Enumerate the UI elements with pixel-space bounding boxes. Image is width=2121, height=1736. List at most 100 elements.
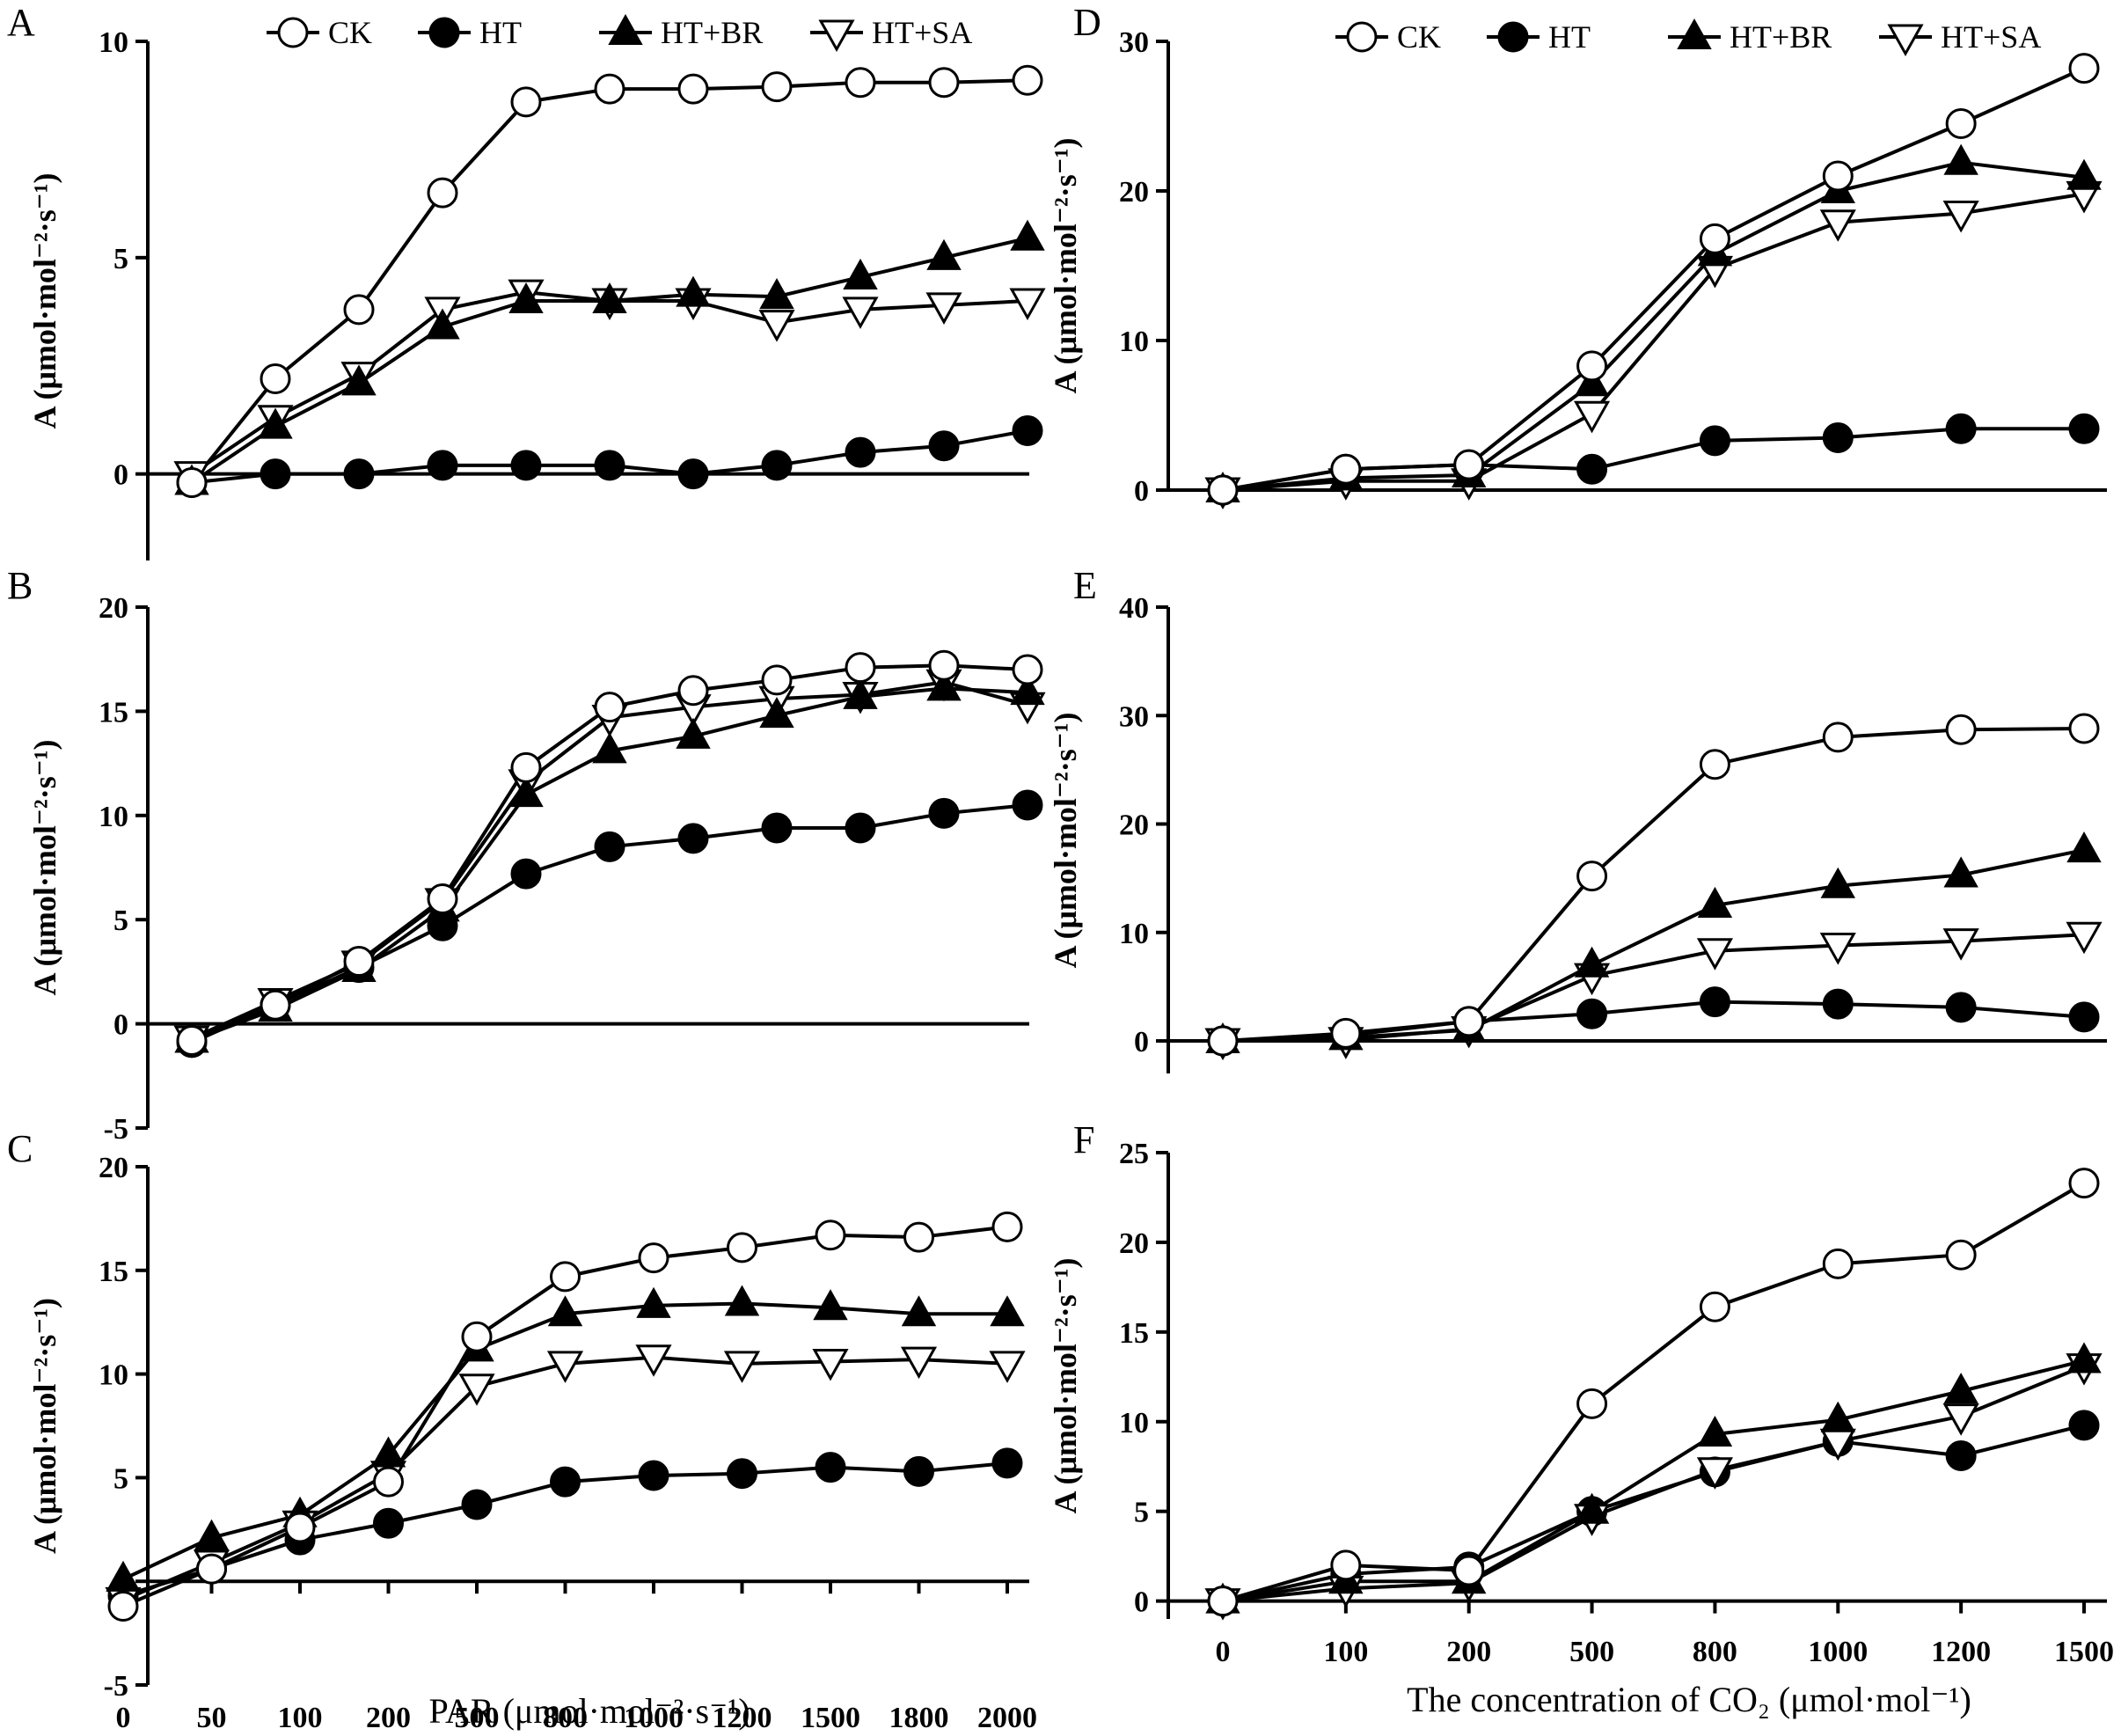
panel-letter: F [1073, 1118, 1094, 1161]
legend-marker [1887, 24, 1924, 57]
data-point-ht-br [926, 670, 962, 701]
data-point-ck [594, 73, 625, 105]
x-tick-label: 200 [366, 1702, 411, 1734]
data-point-ck [1453, 1555, 1485, 1586]
data-point-ck [1822, 160, 1854, 192]
legend-label: HT+BR [661, 15, 763, 50]
data-point-ht-br [1943, 143, 1978, 175]
panel-letter: A [7, 1, 35, 44]
y-tick-label: 15 [99, 696, 128, 729]
legend-left: CK HT HT+BR HT+SA [267, 13, 972, 53]
data-point-ck [196, 1553, 227, 1585]
data-point-ht-br [901, 1295, 937, 1327]
data-point-ht [2068, 1410, 2100, 1441]
data-point-ht-br [759, 697, 794, 729]
data-point-ht-br [2066, 158, 2102, 190]
series-line-ck [190, 78, 1028, 484]
legend-label: CK [328, 15, 372, 50]
series-line-ht-br [1222, 160, 2085, 492]
data-point-ck [1822, 1248, 1854, 1279]
data-point-ht-br [508, 776, 544, 808]
data-point-ck [176, 1025, 208, 1057]
data-point-ck [991, 1211, 1023, 1242]
legend-label: HT [1548, 19, 1591, 55]
y-tick-label: 30 [1119, 26, 1149, 59]
data-point-ck [845, 652, 876, 684]
legend-item-ht: HT [418, 15, 522, 50]
data-point-ck [761, 664, 793, 696]
data-point-ht [343, 458, 375, 490]
data-point-ck [903, 1221, 934, 1253]
legend-marker [1497, 21, 1529, 53]
series-line-ck [1222, 66, 2085, 492]
data-point-ht [1576, 998, 1608, 1029]
x-tick-label: 1500 [801, 1702, 860, 1734]
legend-marker [608, 13, 643, 45]
data-point-ht [845, 436, 876, 468]
series-line-ht-sa [1222, 1364, 2085, 1603]
data-point-ck [1576, 861, 1608, 892]
x-tick-label: 1500 [2054, 1636, 2114, 1668]
series-line-ht [1222, 1000, 2085, 1044]
y-tick-label: 5 [113, 905, 128, 937]
data-point-ck [343, 294, 375, 326]
panel-e: E 0 10 20 30 40 A (μmol·mol⁻²·s⁻¹) [1048, 564, 2107, 1073]
data-point-ck [260, 989, 291, 1021]
data-point-ht-br [341, 364, 377, 396]
data-point-ht-br [1010, 674, 1045, 706]
y-tick-label: 30 [1119, 700, 1149, 733]
legend-item-ck: CK [267, 15, 372, 50]
data-point-ck [461, 1321, 493, 1352]
data-point-ht [427, 450, 458, 481]
series-line-ht-br [190, 236, 1028, 485]
data-point-ht-br [1820, 1401, 1855, 1432]
data-point-ht [928, 797, 960, 829]
x-tick-label: 0 [116, 1702, 131, 1734]
data-point-ck [1699, 223, 1730, 254]
data-point-ht-sa [1696, 1457, 1733, 1490]
data-point-ht [845, 812, 876, 844]
data-point-ht [1945, 1440, 1977, 1471]
data-point-ck [427, 883, 458, 915]
data-point-ck [761, 71, 793, 103]
data-point-ck [284, 1512, 316, 1543]
y-axis-title: A (μmol·mol⁻²·s⁻¹) [1048, 138, 1083, 394]
data-point-ht-br [1574, 1492, 1610, 1524]
data-point-ck [510, 751, 542, 783]
legend-item-ht-br: HT+BR [1668, 18, 1832, 55]
data-point-ck [427, 177, 458, 209]
y-tick-label: 25 [1119, 1138, 1149, 1170]
x-axis-title-co2: The concentration of CO₂ (μmol·mol⁻¹) [1407, 1680, 1971, 1719]
data-point-ht [1699, 425, 1730, 457]
y-axis-title: A (μmol·mol⁻²·s⁻¹) [27, 740, 62, 996]
data-point-ht [260, 458, 291, 490]
data-point-ck [343, 946, 375, 978]
y-tick-label: 10 [99, 801, 128, 833]
data-point-ht-br [676, 275, 711, 307]
data-point-ck [594, 692, 625, 723]
y-tick-label: 5 [113, 1462, 128, 1495]
data-point-ht-br [990, 1295, 1025, 1327]
data-point-ck [510, 86, 542, 118]
data-point-ht-sa [2066, 921, 2103, 955]
y-axis-title: A (μmol·mol⁻²·s⁻¹) [27, 173, 62, 429]
legend-label: CK [1397, 19, 1441, 55]
data-point-ht-br [813, 1289, 848, 1321]
data-point-ht-br [676, 717, 711, 749]
data-point-ht-sa [1819, 933, 1856, 965]
x-tick-label: 2000 [977, 1702, 1037, 1734]
x-tick-label: 200 [1446, 1636, 1491, 1668]
data-point-ht [727, 1458, 757, 1490]
legend-item-ht-br: HT+BR [599, 13, 763, 50]
data-point-ht-br [1697, 1415, 1733, 1447]
series-line-ht-br [122, 1301, 1007, 1581]
data-point-ck [1453, 1006, 1485, 1037]
x-tick-label: 100 [278, 1702, 323, 1734]
data-point-ht-br [1574, 946, 1610, 978]
x-tick-label: 0 [1216, 1636, 1231, 1668]
x-tick-label: 800 [1693, 1636, 1737, 1668]
y-tick-label: 0 [1134, 1586, 1149, 1619]
y-tick-label: 20 [1119, 809, 1149, 842]
